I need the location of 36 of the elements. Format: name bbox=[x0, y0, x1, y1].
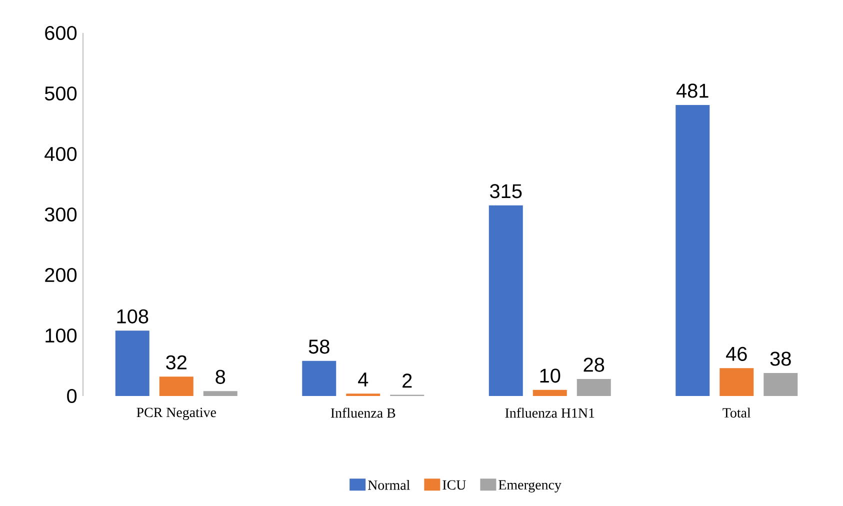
data-label: 46 bbox=[726, 346, 747, 361]
data-label: 10 bbox=[540, 368, 560, 383]
data-label: 4 bbox=[358, 372, 368, 386]
x-tick-label: Total bbox=[722, 408, 751, 418]
y-tick-label: 400 bbox=[44, 146, 77, 162]
bar bbox=[532, 390, 567, 396]
x-tick-label: PCR Negative bbox=[136, 408, 216, 420]
y-tick-label: 500 bbox=[44, 86, 77, 101]
data-label: 38 bbox=[770, 352, 791, 366]
data-label: 315 bbox=[490, 184, 522, 198]
y-tick-label: 300 bbox=[44, 207, 77, 222]
bar bbox=[488, 205, 523, 396]
bar bbox=[676, 104, 710, 396]
legend-label: Emergency bbox=[498, 480, 562, 492]
data-label: 32 bbox=[166, 355, 186, 370]
bar bbox=[302, 360, 336, 396]
data-label: 58 bbox=[308, 340, 330, 354]
data-label: 8 bbox=[216, 370, 226, 384]
bar bbox=[115, 330, 150, 396]
legend-label: Normal bbox=[368, 480, 410, 490]
legend-label: ICU bbox=[442, 480, 466, 490]
bar bbox=[576, 379, 611, 396]
data-label: 108 bbox=[117, 309, 148, 324]
y-tick-label: 0 bbox=[67, 388, 77, 404]
bar bbox=[764, 372, 798, 396]
data-label: 2 bbox=[402, 374, 412, 388]
data-label: 28 bbox=[584, 358, 604, 372]
x-tick-label: Influenza B bbox=[330, 408, 396, 418]
y-tick-label: 200 bbox=[45, 268, 77, 282]
bar bbox=[159, 376, 194, 396]
y-tick-label: 600 bbox=[45, 26, 77, 40]
bar bbox=[203, 391, 238, 396]
data-label: 481 bbox=[676, 84, 708, 98]
bar bbox=[720, 368, 754, 396]
x-tick-label: Influenza H1N1 bbox=[505, 408, 594, 418]
y-tick-label: 100 bbox=[46, 328, 77, 343]
